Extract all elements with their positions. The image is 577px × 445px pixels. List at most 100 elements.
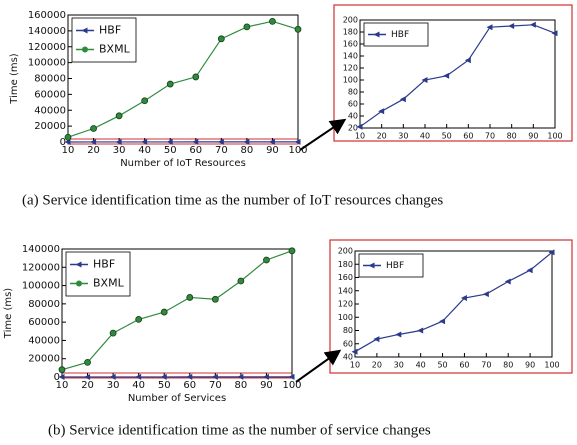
point <box>160 373 167 380</box>
point <box>192 138 199 145</box>
zoom-arrow <box>295 349 342 383</box>
x-tick-label: 90 <box>260 380 273 391</box>
point <box>351 348 358 355</box>
point <box>192 73 200 81</box>
point <box>237 277 245 285</box>
x-tick-label: 60 <box>459 361 469 370</box>
y-tick-label: 0 <box>60 137 66 148</box>
point <box>141 97 149 105</box>
y-tick-label: 160000 <box>28 10 66 21</box>
y-tick-label: 40000 <box>28 335 60 346</box>
point <box>211 295 219 303</box>
y-tick-label: 140 <box>343 52 358 61</box>
legend-marker <box>76 280 82 287</box>
y-tick-label: 20000 <box>28 354 60 365</box>
y-tick-label: 100 <box>343 76 358 85</box>
y-tick-label: 80 <box>343 326 353 335</box>
y-tick-label: 80000 <box>28 299 60 310</box>
point <box>548 249 555 256</box>
point <box>160 308 168 316</box>
point <box>135 315 143 323</box>
point <box>115 138 122 145</box>
plot-area <box>359 19 556 129</box>
y-tick-label: 100000 <box>28 58 66 69</box>
y-tick-label: 80000 <box>34 74 66 85</box>
caption: (a) Service identification time as the n… <box>22 192 443 208</box>
point <box>421 77 428 83</box>
point <box>395 331 402 338</box>
x-tick-label: 30 <box>113 145 126 156</box>
legend-box <box>358 253 424 278</box>
x-tick-label: 90 <box>525 361 535 370</box>
point <box>262 373 269 380</box>
x-tick-label: 30 <box>107 380 120 391</box>
x-tick-label: 70 <box>481 361 491 370</box>
y-tick-label: 200 <box>343 16 358 25</box>
x-tick-label: 10 <box>355 132 365 141</box>
point <box>84 358 91 366</box>
point <box>90 125 97 132</box>
x-tick-label: 100 <box>547 132 562 141</box>
point <box>294 138 301 145</box>
x-tick-label: 60 <box>189 145 202 156</box>
y-tick-label: 160 <box>338 273 353 282</box>
point <box>263 256 270 264</box>
x-tick-label: 80 <box>241 145 254 156</box>
y-tick-label: 80 <box>348 88 358 97</box>
legend-box <box>71 17 137 63</box>
x-tick-label: 80 <box>503 361 513 370</box>
y-axis-label: Time (ms) <box>3 288 14 340</box>
point <box>443 72 450 79</box>
point <box>482 291 489 298</box>
x-tick-label: 60 <box>463 132 473 141</box>
legend-label: HBF <box>99 24 121 37</box>
inset-frame <box>333 4 573 142</box>
x-axis-label: Number of IoT Resources <box>120 158 246 169</box>
x-tick-label: 50 <box>158 380 171 391</box>
point <box>268 138 275 145</box>
y-tick-label: 40000 <box>34 105 66 116</box>
legend-marker <box>368 262 375 269</box>
y-axis-label: Time (ms) <box>9 53 20 105</box>
y-tick-label: 140000 <box>28 26 66 37</box>
y-tick-label: 100 <box>338 313 353 322</box>
point <box>166 80 174 88</box>
legend-label: HBF <box>93 258 115 271</box>
x-tick-label: 100 <box>288 145 307 156</box>
y-tick-label: 60 <box>343 339 353 348</box>
point <box>217 35 225 43</box>
y-tick-label: 120 <box>343 64 358 73</box>
x-tick-label: 50 <box>164 145 177 156</box>
x-tick-label: 40 <box>132 380 145 391</box>
legend-label: HBF <box>391 30 409 40</box>
series-line <box>354 251 553 353</box>
point <box>90 138 97 145</box>
point <box>269 17 276 25</box>
x-tick-label: 70 <box>485 132 495 141</box>
legend-marker <box>81 27 88 34</box>
legend-marker <box>75 261 82 268</box>
y-tick-label: 0 <box>54 372 60 383</box>
x-tick-label: 50 <box>442 132 452 141</box>
point <box>356 123 363 130</box>
y-tick-label: 40 <box>348 112 358 121</box>
point <box>417 327 424 334</box>
point <box>243 23 251 31</box>
x-tick-label: 60 <box>183 380 196 391</box>
y-tick-label: 20000 <box>34 121 66 132</box>
y-tick-label: 60000 <box>28 317 60 328</box>
point <box>378 108 385 115</box>
x-tick-label: 90 <box>266 145 279 156</box>
y-tick-label: 120 <box>338 300 353 309</box>
x-tick-label: 10 <box>350 361 360 370</box>
point <box>141 138 148 145</box>
inset-frame <box>329 239 573 374</box>
point <box>217 138 224 145</box>
point <box>109 373 116 380</box>
legend-box <box>363 22 429 47</box>
point <box>243 138 250 145</box>
legend-label: BXML <box>99 43 131 56</box>
point <box>460 295 467 302</box>
y-tick-label: 140 <box>338 286 353 295</box>
y-tick-label: 100000 <box>22 281 60 292</box>
